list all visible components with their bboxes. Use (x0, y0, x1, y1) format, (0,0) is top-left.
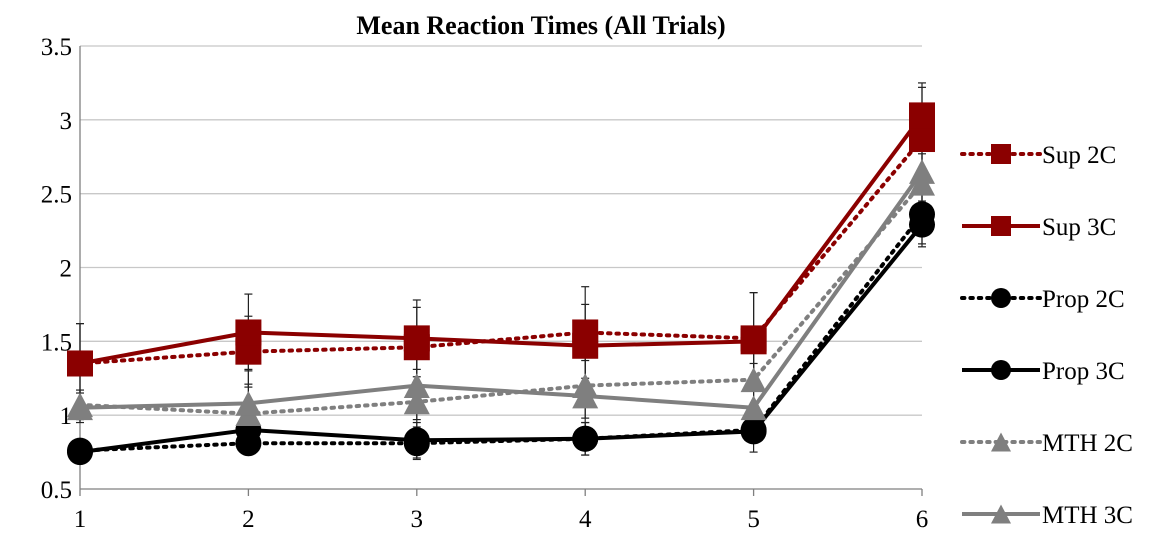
data-point-mth-3c (235, 391, 262, 416)
data-point-sup-3c (909, 102, 935, 129)
legend-item-mth-3c: MTH 3C (962, 502, 1133, 529)
x-tick-label: 6 (916, 506, 929, 533)
data-point-sup-3c (67, 350, 93, 377)
legend-item-sup-2c: Sup 2C (960, 142, 1116, 169)
legend-item-sup-3c: Sup 3C (962, 214, 1116, 241)
legend-marker (991, 216, 1011, 236)
data-point-prop-3c (572, 425, 599, 452)
data-point-mth-3c (67, 395, 93, 421)
data-point-sup-2c (909, 126, 935, 153)
legend-label: Prop 2C (1042, 286, 1125, 313)
legend-marker (991, 144, 1011, 164)
legend-label: Sup 2C (1042, 142, 1116, 169)
data-point-mth-3c (740, 395, 767, 421)
data-point-sup-3c (740, 328, 767, 355)
legend-marker (991, 288, 1011, 308)
data-point-sup-3c (572, 332, 599, 359)
x-tick-label: 5 (747, 506, 760, 533)
legend-item-prop-3c: Prop 3C (962, 358, 1125, 385)
series-lines (78, 114, 924, 455)
gridlines (80, 45, 922, 416)
legend: Sup 2C Sup 3C Prop 2C Prop 3C MTH 2C MTH 3C (960, 142, 1133, 529)
legend-marker (991, 504, 1011, 524)
y-tick-label: 2.5 (41, 182, 72, 209)
axes: 0.511.522.533.51 2 3 4 5 6 (41, 34, 929, 533)
legend-label: MTH 2C (1042, 430, 1133, 457)
y-tick-label: 2 (60, 256, 73, 283)
data-point-mth-3c (403, 373, 430, 398)
data-point-sup-3c (403, 325, 430, 352)
y-tick-label: 3 (60, 108, 73, 135)
legend-marker (991, 432, 1011, 452)
legend-marker (991, 360, 1011, 380)
data-point-mth-3c (909, 159, 935, 184)
x-tick-label: 2 (242, 506, 255, 533)
legend-label: Sup 3C (1042, 214, 1116, 241)
legend-label: MTH 3C (1042, 502, 1133, 529)
y-tick-label: 1.5 (41, 329, 72, 356)
series-markers (67, 102, 935, 466)
chart-title: Mean Reaction Times (All Trials) (356, 11, 725, 40)
x-tick-label: 3 (411, 506, 424, 533)
data-point-mth-2c (740, 367, 767, 393)
data-point-prop-3c (67, 439, 93, 466)
data-point-mth-3c (572, 383, 599, 409)
data-point-prop-3c (740, 418, 767, 445)
series-line-sup-3c (79, 114, 924, 366)
legend-item-prop-2c: Prop 2C (960, 286, 1125, 313)
data-point-sup-3c (235, 319, 262, 346)
x-tick-label: 4 (579, 506, 592, 533)
series-line-mth-3c (79, 170, 924, 410)
x-tick-label: 1 (74, 506, 87, 533)
y-tick-label: 0.5 (41, 477, 72, 504)
y-tick-label: 1 (60, 403, 73, 430)
y-tick-label: 3.5 (41, 34, 72, 61)
series-line-prop-3c (79, 223, 924, 455)
data-point-mth-2c (403, 389, 430, 415)
legend-label: Prop 3C (1042, 358, 1125, 385)
series-line-mth-2c (78, 181, 924, 416)
legend-item-mth-2c: MTH 2C (960, 430, 1133, 457)
data-point-prop-3c (403, 427, 430, 454)
data-point-prop-3c (909, 211, 935, 238)
